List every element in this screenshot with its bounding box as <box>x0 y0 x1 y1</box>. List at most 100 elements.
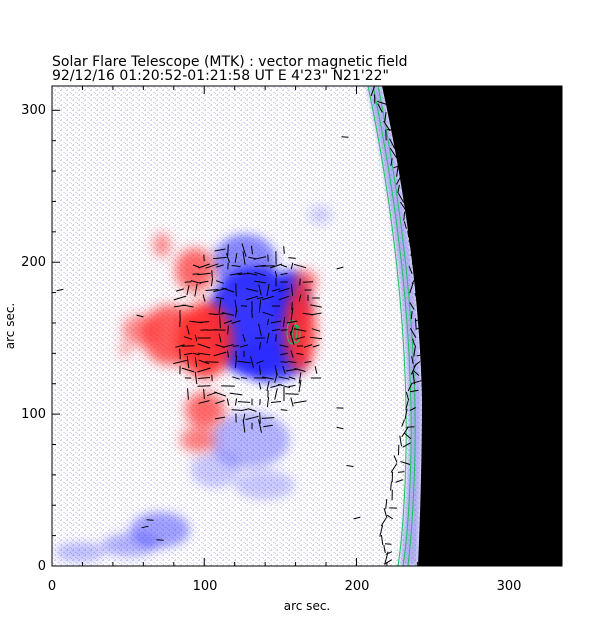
field-vector <box>415 318 417 330</box>
field-vector <box>302 281 314 283</box>
field-vector <box>192 264 200 268</box>
field-vector <box>194 334 198 342</box>
field-vector <box>412 370 420 376</box>
axis-ticks <box>51 86 562 567</box>
x-tick-labels: 0 100 200 300 <box>48 579 522 594</box>
field-vector <box>274 373 278 383</box>
field-vector <box>240 377 248 379</box>
y-tick-label: 100 <box>21 407 46 422</box>
field-vector <box>304 361 312 363</box>
field-vector <box>397 471 405 473</box>
field-vector <box>258 382 262 390</box>
field-vector <box>197 377 211 379</box>
field-vector <box>266 283 270 297</box>
field-vector <box>259 365 261 375</box>
region-contours <box>286 319 301 345</box>
field-vector <box>353 516 361 520</box>
field-vector <box>229 272 243 276</box>
field-vector <box>416 353 427 357</box>
field-vector <box>408 266 413 274</box>
field-vector <box>210 277 214 287</box>
field-vector <box>400 461 411 465</box>
field-vector <box>289 331 295 345</box>
field-vector <box>336 266 344 270</box>
x-tick-label: 100 <box>193 579 218 594</box>
field-vector <box>263 424 273 428</box>
field-vector <box>194 283 198 297</box>
field-vector <box>247 408 257 412</box>
field-vector <box>385 499 388 509</box>
field-vector <box>258 284 262 296</box>
field-vector <box>409 327 417 339</box>
field-vector <box>412 380 422 384</box>
x-axis-label: arc sec. <box>284 599 330 613</box>
field-vector <box>274 388 278 400</box>
field-vector <box>290 262 294 270</box>
field-vector <box>415 253 421 259</box>
field-vector <box>282 365 286 375</box>
field-vector <box>278 376 290 380</box>
field-vector <box>261 417 275 419</box>
field-vector <box>253 256 267 260</box>
field-vector <box>296 352 304 356</box>
field-vector <box>288 257 296 259</box>
field-vector <box>232 376 240 380</box>
positive-polarity-regions <box>119 233 317 452</box>
field-vector <box>214 312 226 316</box>
field-vector <box>234 355 238 369</box>
field-vector <box>141 525 149 529</box>
field-vector <box>282 317 286 327</box>
field-vector <box>267 318 269 326</box>
field-vector <box>389 147 398 159</box>
field-vector <box>272 328 280 332</box>
field-vector <box>184 281 192 283</box>
field-vector <box>290 284 294 296</box>
field-vector <box>346 465 354 467</box>
field-vector <box>226 253 230 263</box>
field-vector <box>251 245 253 255</box>
field-vector <box>240 305 248 307</box>
field-vector <box>401 426 409 438</box>
field-vector <box>415 326 425 330</box>
field-vector <box>409 282 414 294</box>
field-vector <box>254 271 266 277</box>
field-vector <box>194 371 198 385</box>
field-vector <box>385 551 393 555</box>
field-vector <box>203 389 205 399</box>
field-vector <box>410 389 419 393</box>
field-vector <box>197 272 211 276</box>
field-vector <box>215 296 225 300</box>
field-vector <box>218 299 222 313</box>
field-vector <box>256 360 264 364</box>
field-vector <box>173 359 187 365</box>
field-vector <box>310 304 322 308</box>
field-vector <box>186 325 190 335</box>
field-vector <box>390 158 393 166</box>
field-vector <box>400 181 412 187</box>
field-vector <box>414 293 419 301</box>
field-vector <box>413 262 420 268</box>
field-vector <box>393 455 398 463</box>
field-vector <box>198 359 210 365</box>
field-vector <box>242 334 246 342</box>
field-vector <box>221 287 235 293</box>
y-tick-label: 200 <box>21 255 46 270</box>
field-vector <box>234 253 238 263</box>
field-vector <box>231 320 241 324</box>
field-vector <box>399 435 402 447</box>
field-vector <box>280 361 288 363</box>
field-vector <box>280 352 288 356</box>
field-vector <box>314 366 318 374</box>
field-vector <box>402 442 411 448</box>
field-vector <box>269 263 283 269</box>
field-vector <box>56 288 64 292</box>
field-vector <box>393 146 400 150</box>
field-vector <box>214 416 226 420</box>
field-vector <box>293 400 307 404</box>
field-vector <box>379 525 384 537</box>
field-vector <box>415 270 426 278</box>
field-vector <box>237 401 251 403</box>
field-vector <box>184 352 192 356</box>
field-vector <box>385 129 387 141</box>
figure-title: Solar Flare Telescope (MTK) : vector mag… <box>52 54 408 70</box>
